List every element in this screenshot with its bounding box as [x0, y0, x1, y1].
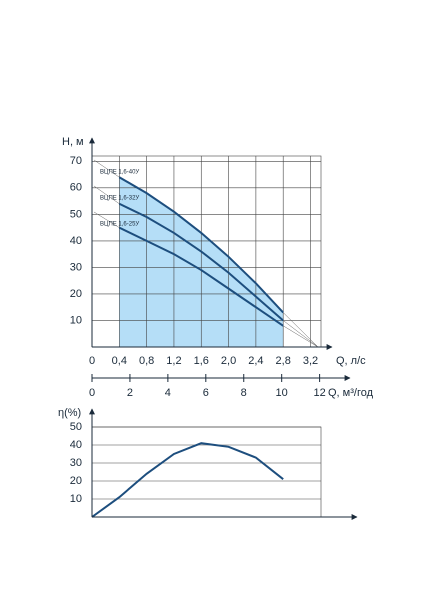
- leader-line: [93, 185, 120, 204]
- y-tick-label: 70: [70, 155, 82, 167]
- leader-line: [93, 159, 120, 178]
- x-tick-label: 0: [89, 355, 95, 367]
- y-tick-label: 10: [70, 493, 82, 505]
- y-tick-label: 50: [70, 421, 82, 433]
- x2-axis-label: Q, м³/год: [328, 387, 374, 399]
- extension-line: [283, 325, 319, 348]
- y-tick-label: 10: [70, 314, 82, 326]
- y-axis-label: η(%): [58, 407, 81, 419]
- x-tick-label: 2,0: [221, 355, 236, 367]
- x-axis-label: Q, л/с: [336, 355, 366, 367]
- x-tick-label: 1,6: [194, 355, 209, 367]
- y-tick-label: 50: [70, 208, 82, 220]
- y-tick-label: 30: [70, 457, 82, 469]
- series-label: ВЦПЕ 1,6-32У: [100, 196, 139, 202]
- x-tick-label: 0,4: [112, 355, 127, 367]
- y-tick-label: 20: [70, 475, 82, 487]
- x2-tick-label: 6: [203, 387, 209, 399]
- curve: [118, 226, 284, 327]
- x2-tick-label: 8: [241, 387, 247, 399]
- curve: [118, 176, 284, 314]
- leader-line: [93, 211, 120, 228]
- x-tick-label: 0,8: [139, 355, 154, 367]
- y-tick-label: 40: [70, 235, 82, 247]
- x-tick-label: 1,2: [166, 355, 181, 367]
- curve: [118, 202, 284, 322]
- curve: [91, 442, 284, 518]
- x2-tick-label: 2: [127, 387, 133, 399]
- x2-tick-label: 0: [89, 387, 95, 399]
- extension-line: [283, 320, 319, 348]
- x2-tick-label: 12: [313, 387, 325, 399]
- x-tick-label: 3,2: [303, 355, 318, 367]
- y-tick-label: 60: [70, 182, 82, 194]
- x2-tick-label: 10: [276, 387, 288, 399]
- y-axis-label: H, м: [62, 136, 84, 148]
- y-tick-label: 40: [70, 439, 82, 451]
- x-tick-label: 2,4: [248, 355, 263, 367]
- series-label: ВЦПЕ 1,6-25У: [100, 222, 139, 228]
- x-tick-label: 2,8: [276, 355, 291, 367]
- x2-tick-label: 4: [165, 387, 171, 399]
- y-tick-label: 30: [70, 261, 82, 273]
- y-tick-label: 20: [70, 288, 82, 300]
- series-label: ВЦПЕ 1,6-40У: [100, 170, 139, 176]
- grid-frame: [91, 426, 322, 518]
- extension-line: [283, 312, 319, 348]
